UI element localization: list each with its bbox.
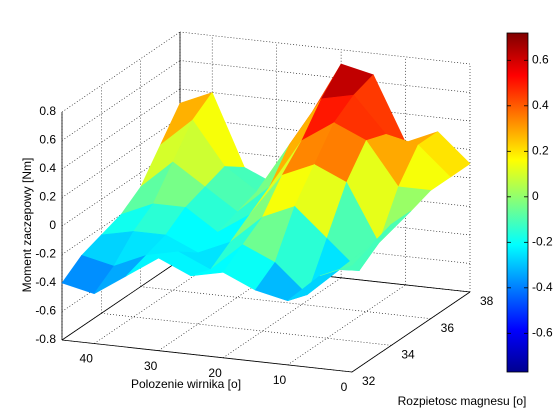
z-tick-label: 0 — [49, 218, 56, 232]
x-axis — [61, 339, 353, 373]
grid-line — [101, 313, 392, 346]
z-tick-label: -0.6 — [35, 304, 56, 318]
x-tick-label: 30 — [144, 359, 158, 373]
z-axis-label: Moment zaczepowy [Nm] — [20, 158, 34, 293]
colorbar-tick-label: -0.2 — [532, 234, 553, 248]
grid-line — [140, 286, 431, 319]
y-tick-label: 34 — [401, 348, 415, 362]
colorbar — [506, 32, 529, 373]
colorbar-tick-label: 0.6 — [532, 52, 549, 66]
z-tick-label: 0.8 — [39, 104, 56, 118]
z-tick-label: 0.6 — [39, 133, 56, 147]
y-tick-label: 38 — [480, 294, 494, 308]
x-tick-label: 20 — [208, 366, 222, 380]
grid-line — [179, 31, 471, 65]
z-tick-label: -0.4 — [35, 275, 56, 289]
surface-patch — [319, 244, 372, 277]
z-tick-label: 0.4 — [39, 161, 56, 175]
colorbar-tick-label: -0.4 — [532, 280, 553, 294]
x-axis-label: Polozenie wirnika [o] — [131, 377, 241, 391]
z-tick-label: -0.8 — [35, 332, 56, 346]
colorbar-tick-label: 0.2 — [532, 143, 549, 157]
colorbar-tick-label: -0.6 — [532, 325, 553, 339]
x-tick-label: 40 — [80, 352, 94, 366]
y-tick-label: 32 — [362, 374, 376, 388]
colorbar-tick-label: 0 — [532, 189, 539, 203]
axis-edge — [61, 259, 181, 341]
grid-line — [61, 60, 181, 141]
y-axis-label: Rozpietosc magnesu [o] — [398, 394, 527, 408]
z-tick-label: 0.2 — [39, 190, 56, 204]
grid-line — [179, 88, 471, 122]
x-tick-label: 10 — [273, 373, 287, 387]
colorbar-tick-label: 0.4 — [532, 98, 549, 112]
z-tick-label: -0.2 — [35, 247, 56, 261]
y-axis — [351, 291, 471, 373]
grid-line — [287, 284, 406, 366]
grid-line — [179, 60, 471, 93]
x-tick-label: 0 — [341, 380, 348, 394]
y-tick-label: 36 — [441, 321, 455, 335]
grid-line — [61, 31, 181, 113]
